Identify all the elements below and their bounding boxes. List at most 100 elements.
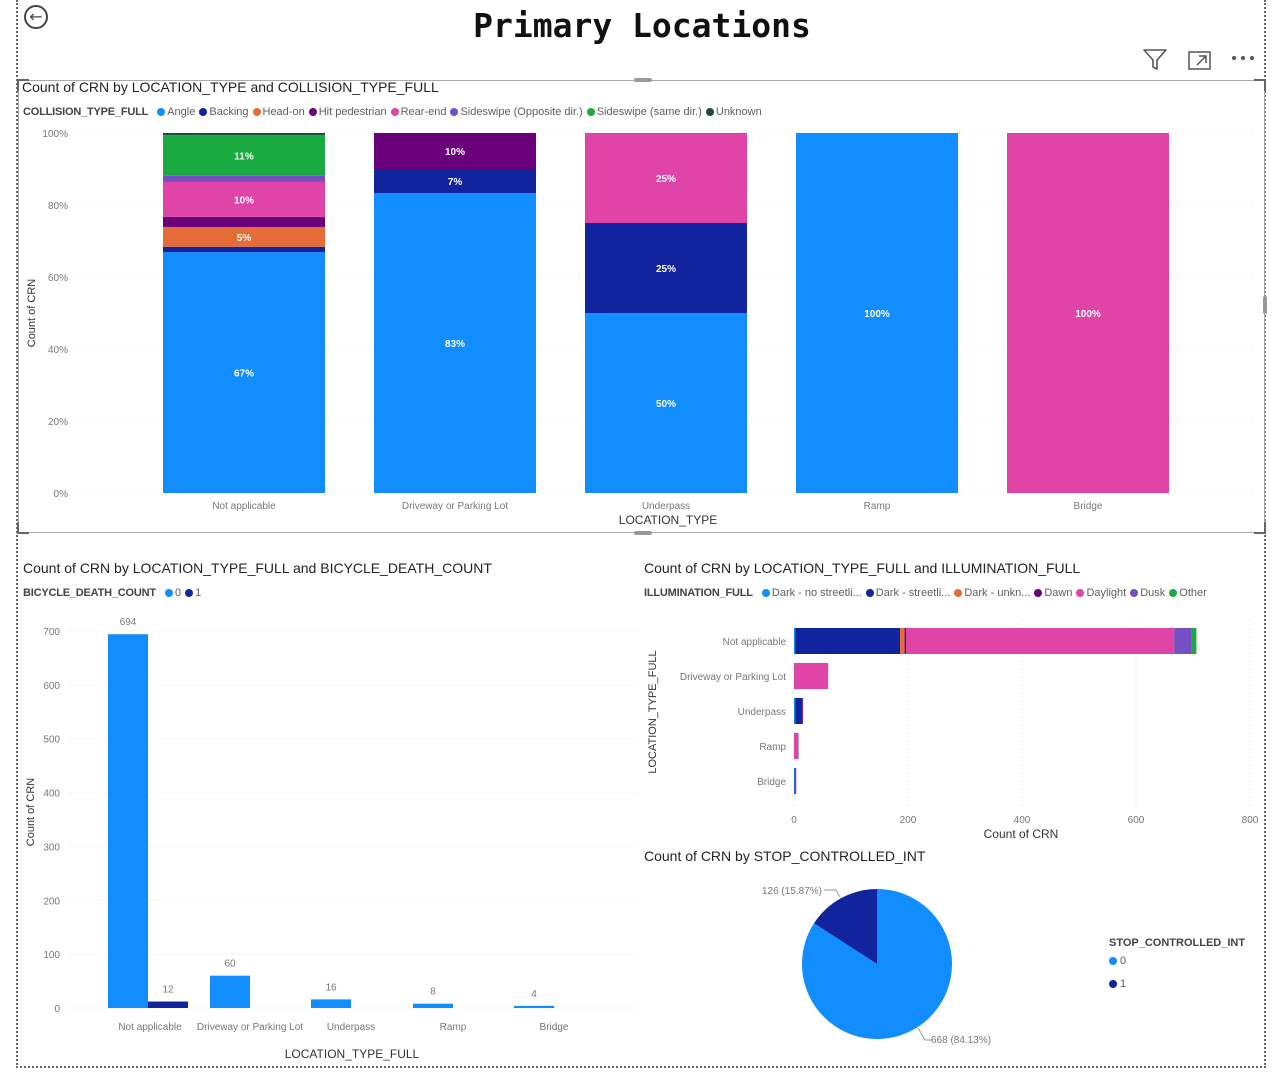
data-label: 60 — [224, 959, 236, 970]
bar-series-0 — [108, 634, 148, 1008]
bar-segment-daylight — [906, 628, 1175, 654]
bar-segment-rear-end — [163, 181, 325, 217]
legend-item-dark-streetli[interactable]: Dark - streetli... — [865, 587, 951, 599]
legend-item-dusk[interactable]: Dusk — [1130, 587, 1165, 599]
x-axis-title: Count of CRN — [984, 827, 1059, 841]
y-tick-label: Ramp — [759, 742, 786, 753]
legend-dot — [761, 588, 770, 597]
y-axis-title: LOCATION_TYPE_FULL — [647, 650, 659, 773]
data-label: 5% — [237, 233, 252, 244]
filter-icon[interactable] — [1142, 48, 1168, 72]
x-tick-label: 600 — [1128, 815, 1145, 826]
data-label: 12 — [162, 985, 174, 996]
x-tick-label: Driveway or Parking Lot — [197, 1022, 303, 1033]
collision-legend-title: COLLISION_TYPE_FULL — [23, 106, 149, 118]
legend-item-angle[interactable]: Angle — [157, 106, 195, 118]
bicycle-chart-title: Count of CRN by LOCATION_TYPE_FULL and B… — [23, 560, 492, 576]
legend-label: Dawn — [1044, 587, 1073, 599]
more-options-icon[interactable] — [1230, 52, 1258, 64]
legend-label: Dark - no streetli... — [771, 587, 862, 599]
y-tick-label: Not applicable — [723, 637, 787, 648]
legend-item-dark-unkn[interactable]: Dark - unkn... — [954, 587, 1030, 599]
stop-legend-item-1[interactable]: 1 — [1109, 978, 1126, 990]
collision-visual-frame[interactable] — [17, 78, 1267, 535]
legend-label: Unknown — [715, 106, 762, 118]
bar-segment-unknown — [163, 133, 325, 136]
legend-item-dark-no-streetli[interactable]: Dark - no streetli... — [761, 587, 862, 599]
collision-stacked-bar-chart: 0% 20% 40% 60% 80% 100% 67% 5% 10% 11% Not applica… — [26, 129, 1255, 527]
x-axis-title: LOCATION_TYPE_FULL — [285, 1047, 420, 1061]
bar-segment-dawn — [801, 698, 803, 724]
legend-label: Other — [1179, 587, 1207, 599]
x-tick-label: 200 — [900, 815, 917, 826]
legend-dot — [1130, 588, 1139, 597]
bar-segment-hit-pedestrian — [374, 133, 536, 169]
legend-dot — [252, 107, 261, 116]
legend-item-dawn[interactable]: Dawn — [1034, 587, 1072, 599]
legend-label: Sideswipe (same dir.) — [596, 106, 702, 118]
bar-segment-backing — [585, 223, 747, 313]
bicycle-bar-chart: 0 100 200 300 400 500 600 700 694 12 60 16 8 4 Not app… — [25, 617, 635, 1061]
y-tick-label: 20% — [48, 417, 68, 428]
legend-item-0[interactable]: 0 — [164, 587, 181, 599]
legend-item-rear-end[interactable]: Rear-end — [390, 106, 447, 118]
x-tick-label: 400 — [1014, 815, 1031, 826]
legend-item-hit-pedestrian[interactable]: Hit pedestrian — [308, 106, 387, 118]
y-tick-label: 40% — [48, 345, 68, 356]
legend-item-other[interactable]: Other — [1169, 587, 1207, 599]
legend-label: Dark - streetli... — [875, 587, 951, 599]
legend-label: Hit pedestrian — [318, 106, 387, 118]
bar-segment-dark-unkn — [900, 628, 905, 654]
legend-label: Daylight — [1086, 587, 1127, 599]
y-tick-label: Underpass — [738, 707, 786, 718]
stop-legend-item-0[interactable]: 0 — [1109, 955, 1126, 967]
focus-mode-icon[interactable] — [1187, 48, 1213, 72]
legend-item-1[interactable]: 1 — [185, 587, 201, 599]
bar-segment-dawn — [904, 628, 907, 654]
legend-dot — [157, 107, 166, 116]
back-button[interactable]: ← — [24, 5, 48, 29]
illumination-legend-title: ILLUMINATION_FULL — [644, 587, 753, 599]
data-label: 668 (84.13%) — [931, 1035, 991, 1046]
legend-item-sideswipe-opposite-dir[interactable]: Sideswipe (Opposite dir.) — [450, 106, 583, 118]
x-tick-label: Driveway or Parking Lot — [402, 501, 508, 512]
legend-label: Dusk — [1140, 587, 1166, 599]
collision-legend: COLLISION_TYPE_FULL Angle Backing Head-on H… — [23, 106, 766, 118]
leader-line — [917, 1027, 932, 1041]
data-label: 100% — [1075, 309, 1101, 320]
legend-dot — [705, 107, 714, 116]
bar-segment-hit-pedestrian — [163, 216, 325, 227]
legend-dot — [164, 588, 173, 597]
bicycle-legend: BICYCLE_DEATH_COUNT 0 1 — [23, 587, 205, 599]
bar-segment-rear-end — [585, 133, 747, 223]
legend-item-daylight[interactable]: Daylight — [1076, 587, 1126, 599]
data-label: 4 — [531, 989, 537, 1000]
x-tick-label: Ramp — [440, 1022, 467, 1033]
x-tick-label: Underpass — [642, 501, 690, 512]
leader-line — [824, 889, 841, 898]
legend-dot — [1169, 588, 1178, 597]
illumination-chart-title: Count of CRN by LOCATION_TYPE_FULL and I… — [644, 560, 1081, 576]
legend-item-head-on[interactable]: Head-on — [252, 106, 305, 118]
y-tick-label: 100 — [43, 950, 60, 961]
y-tick-label: 0% — [54, 489, 69, 500]
legend-label: Rear-end — [400, 106, 447, 118]
legend-item-backing[interactable]: Backing — [199, 106, 249, 118]
data-label: 10% — [445, 147, 465, 158]
x-tick-label: Not applicable — [212, 501, 276, 512]
legend-item-unknown[interactable]: Unknown — [705, 106, 762, 118]
stop-legend-title: STOP_CONTROLLED_INT — [1109, 937, 1246, 949]
legend-dot — [954, 588, 963, 597]
bar-segment-angle — [585, 313, 747, 493]
legend-item-sideswipe-same-dir[interactable]: Sideswipe (same dir.) — [586, 106, 702, 118]
y-tick-label: 80% — [48, 201, 68, 212]
x-tick-label: Underpass — [327, 1022, 375, 1033]
data-label: 694 — [120, 617, 137, 628]
y-tick-label: Bridge — [757, 777, 786, 788]
legend-dot — [586, 107, 595, 116]
bar-series-0 — [514, 1005, 554, 1008]
legend-dot — [185, 588, 194, 597]
bar-segment-other — [1191, 628, 1197, 654]
data-label: 25% — [656, 264, 676, 275]
data-label: 50% — [656, 399, 676, 410]
